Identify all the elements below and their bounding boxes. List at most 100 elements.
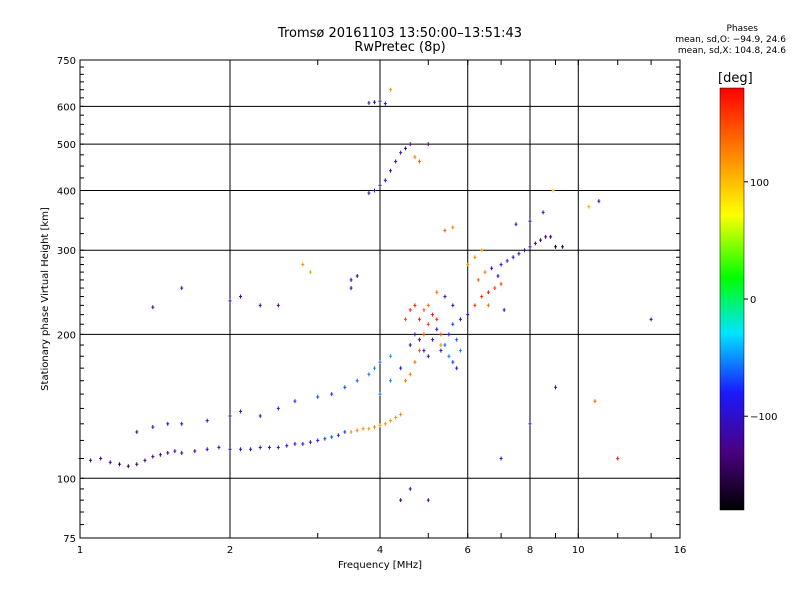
data-point — [228, 447, 232, 452]
data-point — [417, 348, 421, 353]
data-point — [173, 449, 177, 454]
data-point — [378, 99, 382, 104]
data-point — [447, 332, 451, 337]
data-point — [316, 394, 320, 399]
data-point — [166, 421, 170, 426]
data-point — [439, 348, 443, 353]
colorbar-unit-label: [deg] — [718, 71, 753, 86]
data-point — [458, 348, 462, 353]
data-point — [451, 322, 455, 327]
data-point — [528, 219, 532, 224]
data-point — [476, 277, 480, 282]
data-point — [422, 307, 426, 312]
data-point — [549, 234, 553, 239]
data-point — [373, 188, 377, 193]
y-axis-label: Stationary phase Virtual Height [km] — [40, 207, 51, 391]
data-point — [511, 255, 515, 260]
data-point — [422, 332, 426, 337]
data-point — [389, 354, 393, 359]
data-point — [158, 452, 162, 457]
data-point — [349, 286, 353, 291]
data-point — [523, 248, 527, 253]
data-point — [349, 429, 353, 434]
data-point — [267, 445, 271, 450]
data-point — [486, 290, 490, 295]
data-point — [293, 399, 297, 404]
data-point — [502, 307, 506, 312]
data-point — [143, 458, 147, 463]
data-point — [399, 498, 403, 503]
data-point — [108, 460, 112, 465]
data-point — [551, 188, 555, 193]
data-point — [435, 327, 439, 332]
y-tick-label: 750 — [57, 56, 76, 67]
data-point — [249, 447, 253, 452]
data-point — [293, 441, 297, 446]
data-point — [343, 429, 347, 434]
x-tick-label: 4 — [377, 545, 383, 556]
data-point — [533, 241, 537, 246]
y-tick-label: 75 — [63, 534, 76, 545]
data-point — [308, 440, 312, 445]
data-point — [426, 322, 430, 327]
data-point — [330, 392, 334, 397]
data-point — [499, 262, 503, 267]
data-point — [301, 441, 305, 446]
data-point — [499, 456, 503, 461]
data-point — [166, 450, 170, 455]
data-point — [336, 433, 340, 438]
data-point — [528, 244, 532, 249]
data-point — [451, 360, 455, 365]
data-point — [480, 294, 484, 299]
data-point — [466, 312, 470, 317]
data-point — [417, 337, 421, 342]
data-point — [367, 426, 371, 431]
data-point — [517, 251, 521, 256]
data-point — [455, 366, 459, 371]
data-point — [443, 294, 447, 299]
data-point — [151, 425, 155, 430]
data-point — [616, 456, 620, 461]
data-point — [499, 281, 503, 286]
data-point — [649, 317, 653, 322]
chart-subtitle: RwPretec (8p) — [354, 40, 446, 55]
data-point — [443, 228, 447, 233]
data-point — [361, 426, 365, 431]
data-point — [316, 438, 320, 443]
data-point — [276, 445, 280, 450]
data-point — [378, 183, 382, 188]
phase-info-o-mode: mean, sd,O: −94.9, 24.6 — [675, 35, 786, 45]
data-point — [276, 406, 280, 411]
data-point — [403, 146, 407, 151]
data-point — [258, 413, 262, 418]
data-point — [408, 142, 412, 147]
data-point — [301, 262, 305, 267]
data-point — [493, 286, 497, 291]
data-point — [439, 332, 443, 337]
data-point — [323, 436, 327, 441]
data-point — [455, 337, 459, 342]
data-point — [135, 429, 139, 434]
data-point — [496, 273, 500, 278]
data-point — [378, 392, 382, 397]
data-point — [561, 244, 565, 249]
data-point — [389, 168, 393, 173]
data-point — [383, 101, 387, 106]
data-point — [403, 317, 407, 322]
y-tick-label: 100 — [57, 474, 76, 485]
data-point — [378, 360, 382, 365]
data-point — [367, 372, 371, 377]
data-point — [417, 317, 421, 322]
data-point — [394, 415, 398, 420]
data-point — [473, 303, 477, 308]
x-tick-label: 6 — [465, 545, 471, 556]
data-point — [99, 456, 103, 461]
data-point — [180, 450, 184, 455]
data-point — [193, 449, 197, 454]
x-tick-label: 10 — [572, 545, 585, 556]
data-point — [228, 413, 232, 418]
data-point — [180, 421, 184, 426]
data-point — [308, 270, 312, 275]
colorbar-tick-label: 0 — [750, 295, 756, 306]
